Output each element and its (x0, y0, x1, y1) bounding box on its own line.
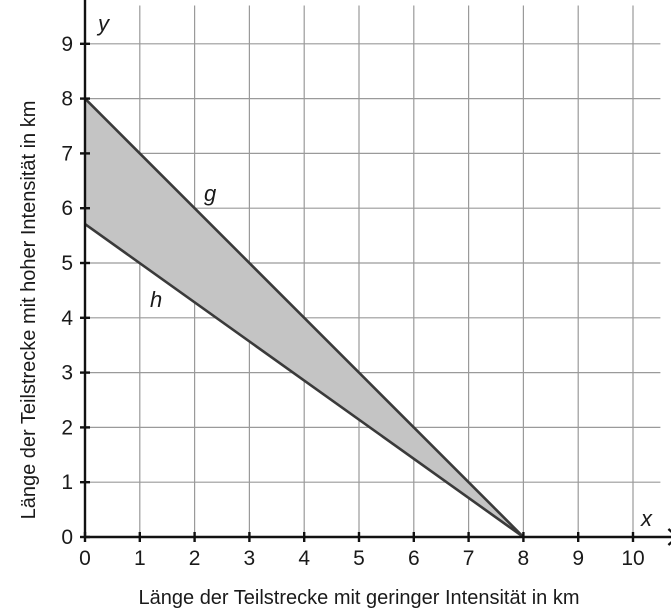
x-tick-label-3: 3 (244, 547, 256, 570)
y-tick-label-6: 6 (61, 197, 73, 220)
x-tick-label-7: 7 (463, 547, 475, 570)
y-tick-label-3: 3 (61, 362, 73, 385)
x-tick-label-0: 0 (79, 547, 91, 570)
y-tick-label-4: 4 (61, 307, 73, 330)
x-tick-label-10: 10 (621, 547, 644, 570)
series-layer (84, 97, 525, 539)
y-tick-label-5: 5 (61, 252, 73, 275)
y-tick-label-7: 7 (61, 142, 73, 165)
x-axis-symbol: x (640, 506, 653, 531)
series-line-h (84, 223, 525, 539)
series-label-g: g (204, 181, 217, 206)
x-axis-title: Länge der Teilstrecke mit geringer Inten… (139, 587, 580, 609)
series-line-g (84, 97, 525, 538)
x-tick-label-5: 5 (353, 547, 365, 570)
x-tick-label-8: 8 (518, 547, 530, 570)
x-tick-label-4: 4 (298, 547, 310, 570)
x-tick-label-6: 6 (408, 547, 420, 570)
axes (80, 0, 671, 546)
y-tick-label-8: 8 (61, 88, 73, 111)
y-tick-label-2: 2 (61, 416, 73, 439)
x-tick-label-9: 9 (572, 547, 584, 570)
y-axis-title: Länge der Teilstrecke mit hoher Intensit… (18, 101, 40, 520)
series-label-h: h (150, 287, 162, 312)
y-tick-label-0: 0 (61, 526, 73, 549)
y-tick-label-9: 9 (61, 33, 73, 56)
x-tick-label-1: 1 (134, 547, 146, 570)
x-tick-label-2: 2 (189, 547, 201, 570)
y-axis-symbol: y (96, 11, 111, 36)
y-tick-label-1: 1 (61, 471, 73, 494)
tick-labels: 0 1 2 3 4 5 6 7 8 9 10 0 1 2 3 4 5 6 7 8 9 (61, 33, 644, 570)
